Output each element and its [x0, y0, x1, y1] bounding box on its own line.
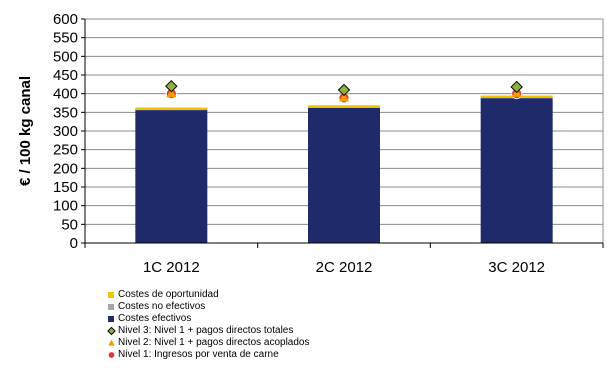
y-tick-label: 550: [53, 30, 78, 47]
y-tick-label: 250: [53, 142, 78, 159]
bar-segment: [308, 107, 380, 108]
legend-item: Nivel 3: Nivel 1 + pagos directos totale…: [107, 325, 310, 337]
legend-item: Costes efectivos: [107, 313, 310, 325]
legend-symbol: [107, 349, 116, 361]
legend-symbol: [107, 289, 116, 301]
marker-diamond: [510, 80, 523, 94]
y-tick-label: 450: [53, 67, 78, 84]
markers: [165, 79, 523, 104]
y-tick-label: 400: [53, 86, 78, 103]
marker-triangle: [166, 88, 177, 98]
legend-item: Nivel 1: Ingresos por venta de carne: [107, 349, 310, 361]
legend: Costes de oportunidad Costes no efectivos…: [107, 289, 310, 361]
y-tick-label: 600: [53, 11, 78, 28]
marker-diamond: [165, 79, 178, 93]
bar-segment: [135, 109, 208, 111]
y-tick-label: 150: [53, 179, 78, 196]
legend-item: Nivel 2: Nivel 1 + pagos directos acopla…: [107, 337, 310, 349]
legend-label: Nivel 1: Ingresos por venta de carne: [118, 349, 279, 360]
y-tick-label: 500: [53, 48, 78, 65]
legend-label: Costes no efectivos: [118, 301, 206, 312]
y-tick-label: 0: [70, 235, 78, 252]
legend-label: Costes de oportunidad: [118, 289, 219, 300]
bar-segment: [135, 110, 208, 244]
legend-label: Costes efectivos: [118, 313, 192, 324]
y-tick-label: 200: [53, 160, 78, 177]
x-category-label: 1C 2012: [143, 259, 200, 276]
x-category-labels: 1C 2012 2C 2012 3C 2012: [143, 259, 545, 276]
bar-segment: [480, 98, 553, 243]
y-tick-label: 50: [61, 216, 78, 233]
y-tick-label: 300: [53, 123, 78, 140]
bars: [135, 95, 553, 244]
marker-triangle: [339, 92, 349, 102]
legend-symbol: [107, 313, 116, 325]
legend-symbol: [107, 325, 116, 337]
bar-segment: [135, 107, 208, 110]
legend-item: Costes de oportunidad: [107, 289, 310, 301]
y-axis-label: € / 100 kg canal: [17, 76, 34, 186]
legend-symbol: [107, 301, 116, 313]
legend-label: Nivel 2: Nivel 1 + pagos directos acopla…: [118, 337, 310, 348]
legend-item: Costes no efectivos: [107, 301, 310, 313]
y-tick-label: 100: [53, 198, 78, 215]
legend-symbol: [107, 337, 116, 349]
axes: [81, 18, 604, 248]
x-category-label: 2C 2012: [316, 259, 373, 276]
bar-segment: [308, 105, 380, 108]
marker-diamond: [337, 83, 351, 97]
bar-segment: [308, 107, 380, 243]
x-category-label: 3C 2012: [488, 259, 545, 276]
y-tick-label: 350: [53, 104, 78, 121]
legend-label: Nivel 3: Nivel 1 + pagos directos totale…: [118, 325, 294, 336]
